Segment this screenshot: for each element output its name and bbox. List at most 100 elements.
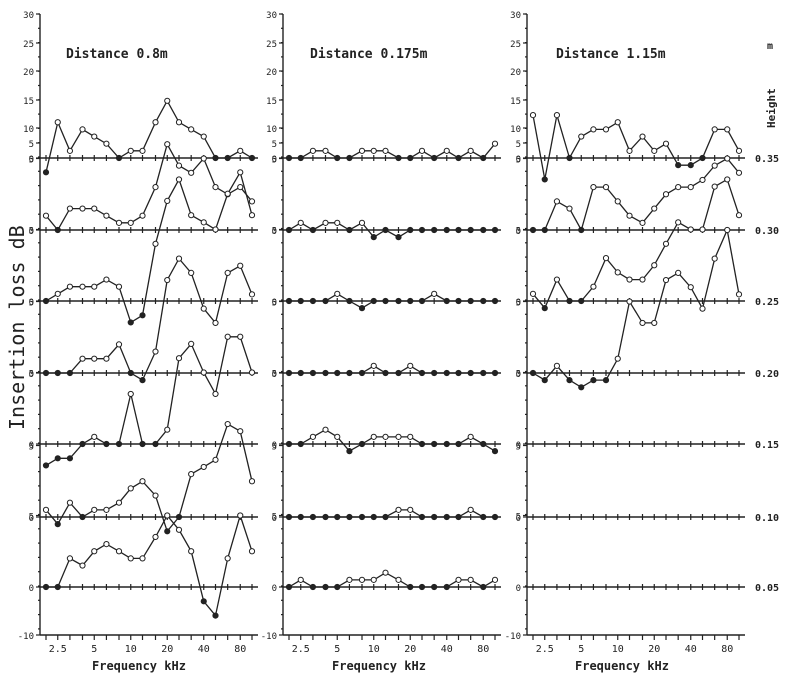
data-point: [115, 440, 123, 448]
data-point: [370, 147, 377, 154]
x-tick-label: 2.5: [292, 644, 310, 655]
series-line-h0.10: [289, 509, 495, 518]
y-tick-label: 0: [272, 298, 277, 308]
data-point: [566, 154, 573, 162]
x-tick-label: 20: [404, 644, 416, 655]
data-point: [152, 533, 159, 541]
y-tick-label: 5: [516, 299, 521, 309]
data-point: [370, 513, 377, 521]
data-point: [127, 369, 134, 377]
data-point: [200, 369, 207, 376]
data-point: [79, 440, 86, 448]
data-point: [480, 154, 487, 162]
data-point: [662, 276, 670, 284]
data-point: [42, 583, 50, 591]
data-point: [407, 154, 414, 162]
data-point: [467, 297, 474, 305]
y-tick-label: 0: [29, 584, 34, 594]
data-point: [395, 433, 402, 440]
y-tick-label: 20: [266, 68, 277, 78]
data-point: [188, 548, 195, 555]
data-point: [164, 276, 171, 284]
data-point: [699, 226, 706, 233]
y-tick-label: 0: [516, 514, 521, 524]
x-tick-label: 80: [477, 644, 489, 655]
data-point: [175, 119, 183, 126]
data-point: [382, 433, 389, 440]
data-point: [164, 426, 171, 433]
data-point: [602, 377, 610, 384]
data-point: [395, 369, 402, 377]
data-point: [237, 147, 244, 154]
data-point: [175, 526, 183, 533]
data-point: [491, 369, 499, 377]
x-tick-label: 80: [721, 644, 733, 655]
x-tick-label: 10: [368, 644, 380, 655]
x-tick-label: 5: [334, 644, 340, 655]
data-point: [626, 212, 633, 219]
data-point: [139, 212, 146, 219]
y-tick-label: 0: [29, 298, 34, 308]
data-point: [309, 226, 317, 234]
y-tick-label: 0: [516, 370, 521, 380]
data-point: [237, 512, 244, 519]
data-point: [200, 133, 207, 140]
data-point: [103, 506, 110, 513]
data-point: [480, 226, 487, 234]
data-point: [491, 576, 499, 583]
data-point: [54, 455, 61, 462]
data-point: [491, 448, 499, 455]
series-line-h0.10: [45, 423, 253, 533]
y-tick-label: 25: [510, 40, 521, 50]
data-point: [237, 169, 244, 176]
data-point: [443, 513, 450, 521]
data-point: [480, 297, 487, 305]
data-point: [334, 290, 341, 297]
y-tick-label: 0: [272, 441, 277, 451]
data-point: [237, 184, 244, 191]
x-tick-label: 40: [198, 644, 210, 655]
data-point: [590, 126, 597, 133]
data-point: [139, 377, 146, 384]
data-point: [164, 97, 171, 104]
panel-1-xlabel: Frequency kHz: [92, 659, 186, 673]
data-point: [79, 283, 86, 290]
series-line-h0.15: [45, 336, 253, 466]
data-point: [79, 355, 86, 362]
data-point: [395, 234, 402, 241]
data-point: [248, 154, 256, 162]
data-point: [491, 140, 499, 147]
y-tick-label: 5: [516, 140, 521, 150]
y-tick-label: 5: [29, 140, 34, 150]
data-point: [358, 219, 366, 226]
y-tick-label: 5: [272, 513, 277, 523]
data-point: [382, 147, 389, 154]
data-point: [455, 154, 462, 162]
data-point: [431, 226, 438, 234]
data-point: [491, 297, 499, 305]
data-point: [529, 369, 537, 377]
y-tick-label: 5: [29, 156, 34, 166]
height-label: 0.35: [755, 154, 779, 165]
data-point: [418, 226, 426, 234]
data-point: [334, 369, 341, 377]
data-point: [127, 219, 134, 226]
height-label: 0.10: [755, 513, 779, 524]
data-point: [224, 154, 231, 162]
data-point: [541, 377, 548, 384]
data-point: [699, 176, 706, 184]
data-point: [188, 212, 195, 219]
data-point: [334, 513, 341, 521]
data-point: [127, 390, 134, 398]
y-tick-label: 0: [29, 441, 34, 451]
data-point: [443, 226, 450, 234]
data-point: [297, 297, 304, 305]
x-tick-label: 2.5: [536, 644, 554, 655]
data-point: [675, 162, 682, 169]
data-point: [127, 147, 134, 154]
series-line-h0.35: [289, 143, 496, 159]
data-point: [66, 283, 74, 290]
data-point: [248, 198, 256, 205]
y-axis-label: Insertion loss dB: [5, 225, 29, 430]
y-tick-label: 5: [272, 140, 277, 150]
